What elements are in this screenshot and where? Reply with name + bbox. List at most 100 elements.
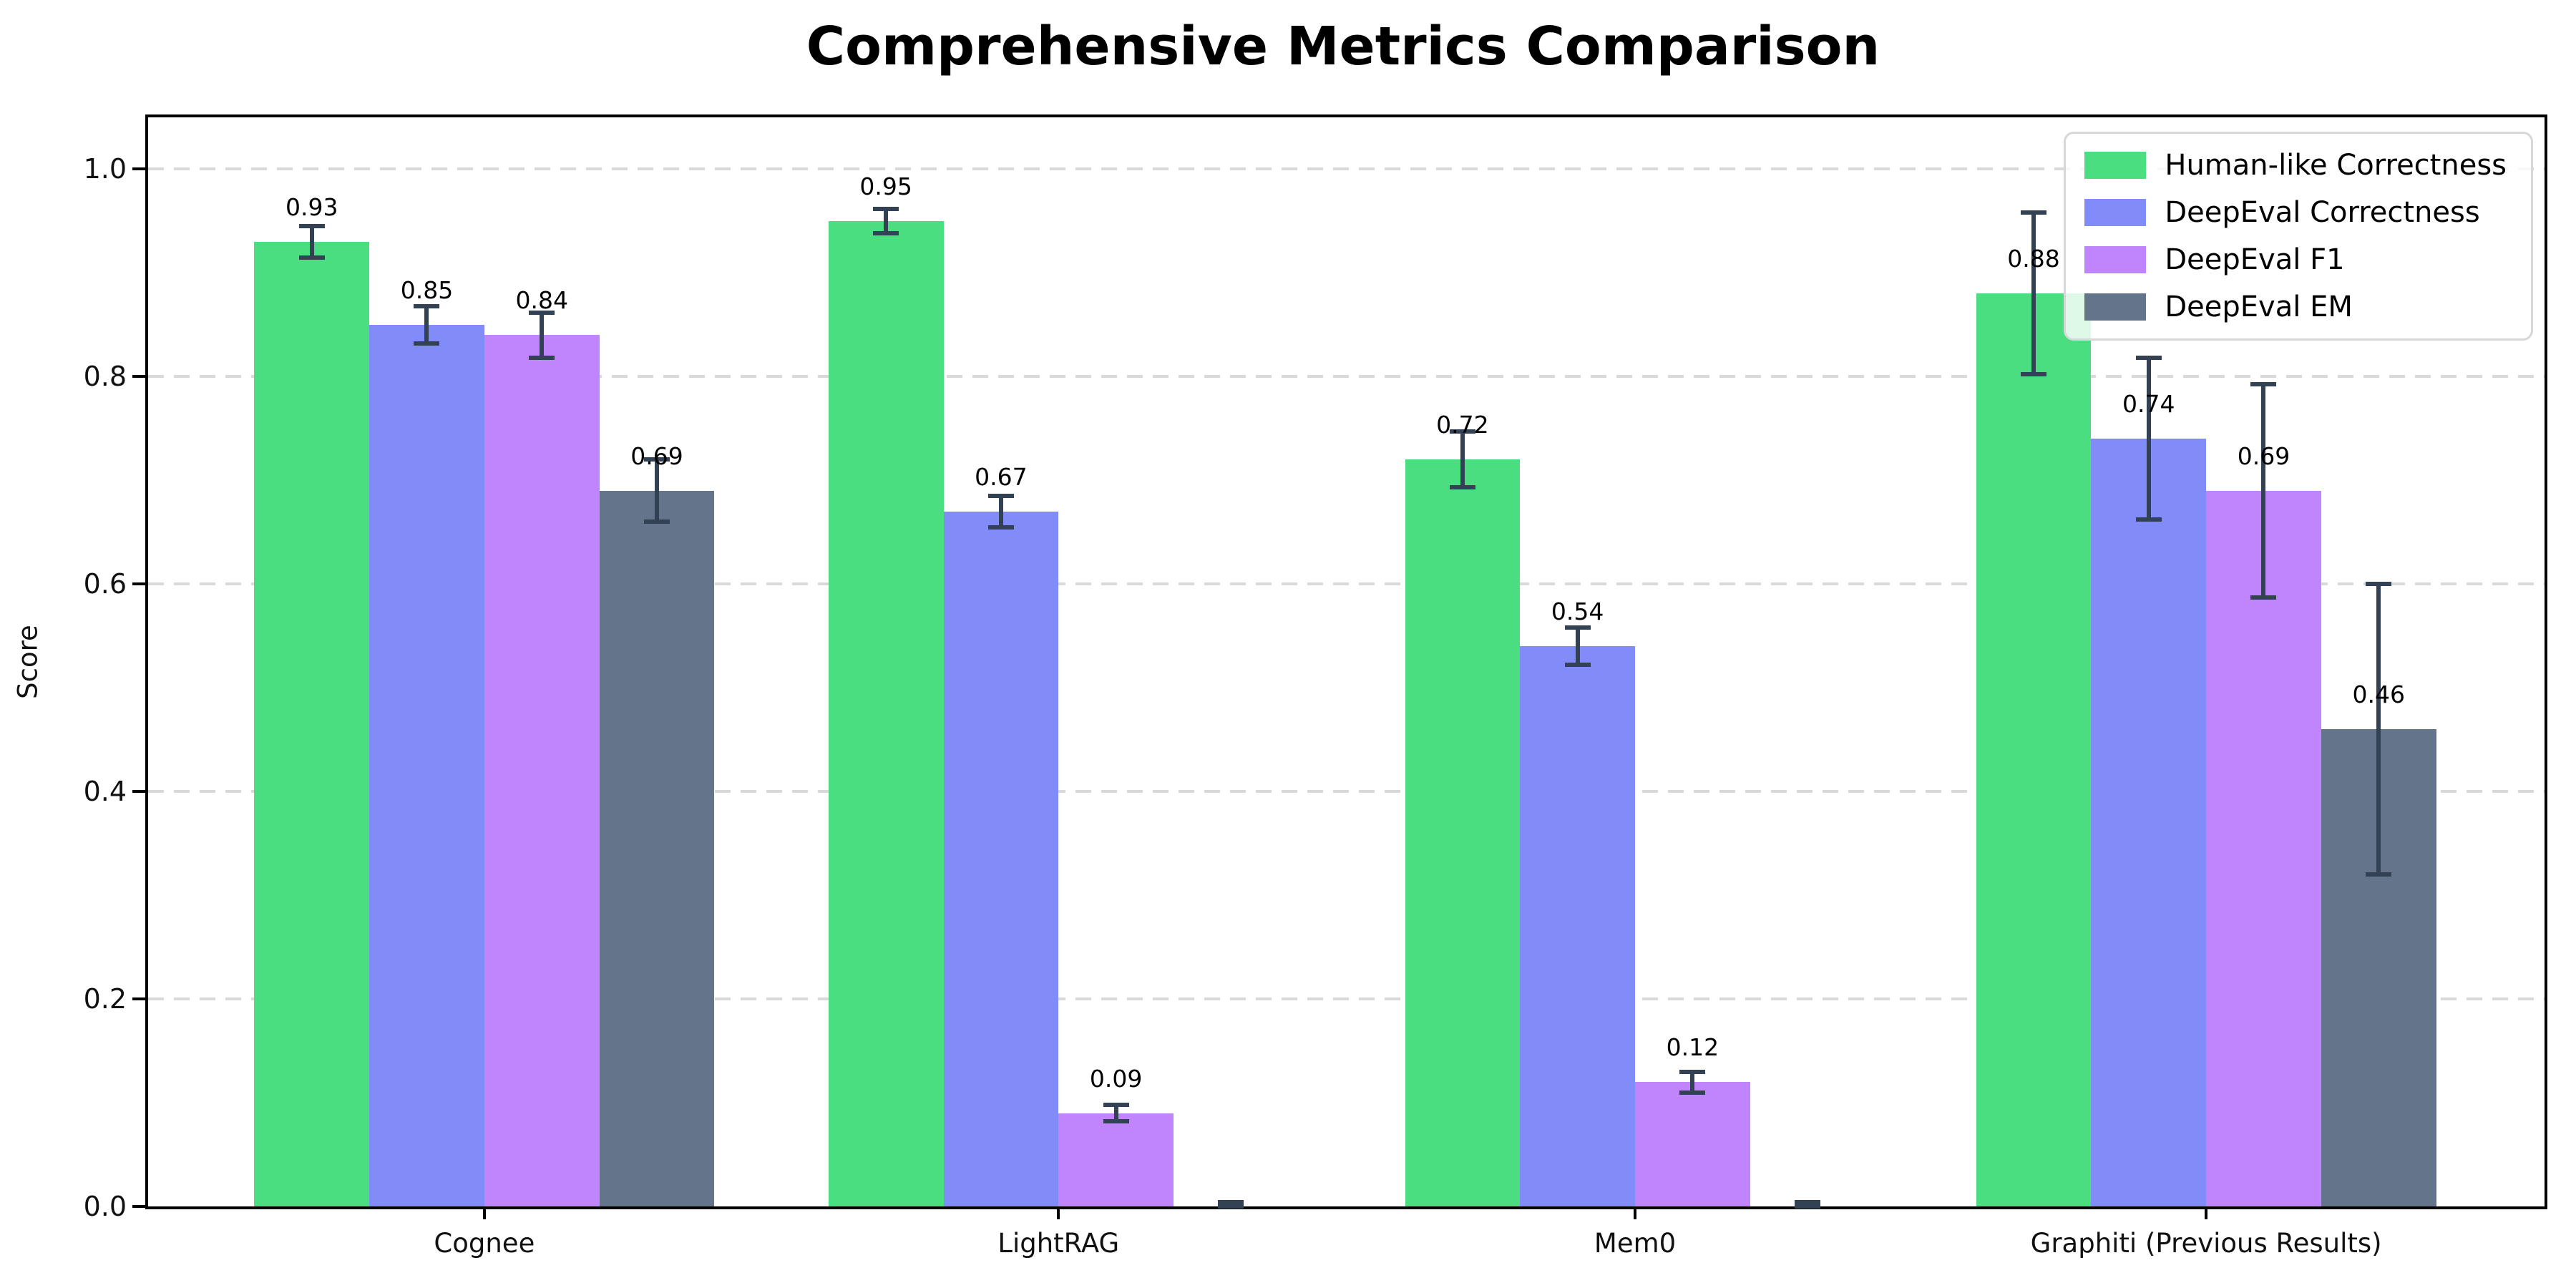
error-bar-cap — [873, 206, 899, 211]
bar — [254, 241, 370, 1206]
bar — [599, 490, 715, 1206]
error-bar-line — [2031, 213, 2036, 375]
x-tick-mark — [1634, 1206, 1637, 1219]
bar — [943, 511, 1059, 1206]
bar-value-label: 0.88 — [2007, 245, 2060, 273]
error-bar-cap — [1103, 1119, 1129, 1124]
bar — [2206, 490, 2321, 1206]
plot-area: Score Human-like Correctness DeepEval Cor… — [13, 114, 2547, 1259]
error-bar-line — [2261, 384, 2266, 598]
legend-swatch — [2084, 199, 2147, 226]
y-tick-mark — [132, 167, 145, 171]
error-bar-line — [424, 306, 429, 343]
bar-value-label: 0.69 — [2237, 441, 2290, 470]
error-bar-line — [540, 312, 545, 358]
bar-value-label: 0.85 — [400, 275, 454, 304]
error-bar-line — [2146, 358, 2151, 520]
y-tick-label: 0.8 — [83, 361, 127, 393]
y-tick-mark — [132, 375, 145, 379]
error-bar-cap — [1103, 1102, 1129, 1107]
x-tick-label: LightRAG — [997, 1228, 1120, 1259]
error-bar-line — [1460, 431, 1465, 488]
error-bar-cap — [2250, 381, 2277, 386]
error-bar-cap — [1218, 1200, 1244, 1205]
y-tick-mark — [132, 790, 145, 794]
error-bar-cap — [1449, 485, 1475, 490]
bar — [2091, 439, 2207, 1206]
gridline — [148, 167, 2545, 171]
y-tick-mark — [132, 1205, 145, 1208]
x-tick-mark — [2205, 1206, 2208, 1219]
y-axis-label: Score — [12, 625, 44, 699]
legend-item: DeepEval F1 — [2084, 244, 2507, 275]
bar-value-label: 0.95 — [859, 172, 912, 200]
error-bar-cap — [2020, 372, 2046, 377]
y-tick-mark — [132, 582, 145, 586]
bar — [484, 335, 600, 1206]
error-bar-cap — [643, 457, 670, 462]
legend-item: DeepEval EM — [2084, 291, 2507, 323]
error-bar-cap — [1679, 1090, 1706, 1095]
legend-swatch — [2084, 152, 2147, 179]
bar-value-label: 0.84 — [515, 286, 568, 315]
bar — [1058, 1113, 1174, 1206]
error-bar-cap — [2020, 210, 2046, 215]
bar-value-label: 0.12 — [1666, 1033, 1719, 1062]
legend-item: Human-like Correctness — [2084, 150, 2507, 181]
error-bar-line — [1690, 1071, 1695, 1093]
gridline — [148, 375, 2545, 379]
error-bar-line — [309, 226, 314, 258]
error-bar-cap — [2135, 517, 2162, 522]
error-bar-cap — [529, 356, 555, 361]
x-tick-mark — [482, 1206, 486, 1219]
chart-title: Comprehensive Metrics Comparison — [806, 16, 1880, 77]
bar-value-label: 0.69 — [630, 441, 683, 470]
bar-value-label: 0.93 — [285, 192, 338, 221]
error-bar-cap — [298, 224, 325, 229]
error-bar-line — [1575, 628, 1580, 665]
legend-label: DeepEval F1 — [2165, 243, 2345, 276]
y-tick-mark — [132, 997, 145, 1001]
bar — [1405, 459, 1521, 1206]
y-tick-label: 0.4 — [83, 776, 127, 808]
error-bar-cap — [414, 303, 440, 308]
error-bar-cap — [1795, 1204, 1821, 1209]
y-tick-label: 0.0 — [83, 1191, 127, 1222]
gridline — [148, 790, 2545, 794]
error-bar-cap — [2366, 872, 2392, 877]
error-bar-line — [654, 459, 659, 522]
error-bar-cap — [414, 341, 440, 346]
error-bar-cap — [2250, 595, 2277, 600]
bar — [828, 220, 944, 1206]
bar — [1520, 646, 1636, 1206]
error-bar-cap — [987, 525, 1014, 530]
bar-value-label: 0.67 — [975, 462, 1028, 491]
error-bar-cap — [643, 519, 670, 525]
error-bar-cap — [1449, 429, 1475, 434]
y-tick-label: 1.0 — [83, 153, 127, 185]
error-bar-cap — [873, 231, 899, 236]
legend-label: DeepEval EM — [2165, 291, 2353, 323]
x-tick-label: Graphiti (Previous Results) — [2030, 1228, 2382, 1259]
error-bar-cap — [529, 310, 555, 315]
error-bar-cap — [1564, 625, 1591, 630]
error-bar-cap — [2366, 582, 2392, 587]
error-bar-cap — [298, 255, 325, 260]
gridline — [148, 997, 2545, 1001]
gridline — [148, 582, 2545, 586]
error-bar-cap — [987, 494, 1014, 499]
error-bar-line — [2376, 584, 2381, 875]
legend-swatch — [2084, 293, 2147, 321]
y-tick-label: 0.2 — [83, 983, 127, 1015]
error-bar-line — [1113, 1104, 1118, 1122]
error-bar-line — [998, 496, 1003, 527]
bar — [1976, 293, 2092, 1206]
error-bar-cap — [2135, 356, 2162, 361]
error-bar-cap — [1679, 1069, 1706, 1074]
legend: Human-like Correctness DeepEval Correctne… — [2064, 132, 2533, 341]
bar — [369, 324, 484, 1206]
bar-value-label: 0.72 — [1436, 411, 1489, 439]
bar-value-label: 0.54 — [1551, 597, 1604, 626]
x-tick-label: Cognee — [434, 1228, 535, 1259]
